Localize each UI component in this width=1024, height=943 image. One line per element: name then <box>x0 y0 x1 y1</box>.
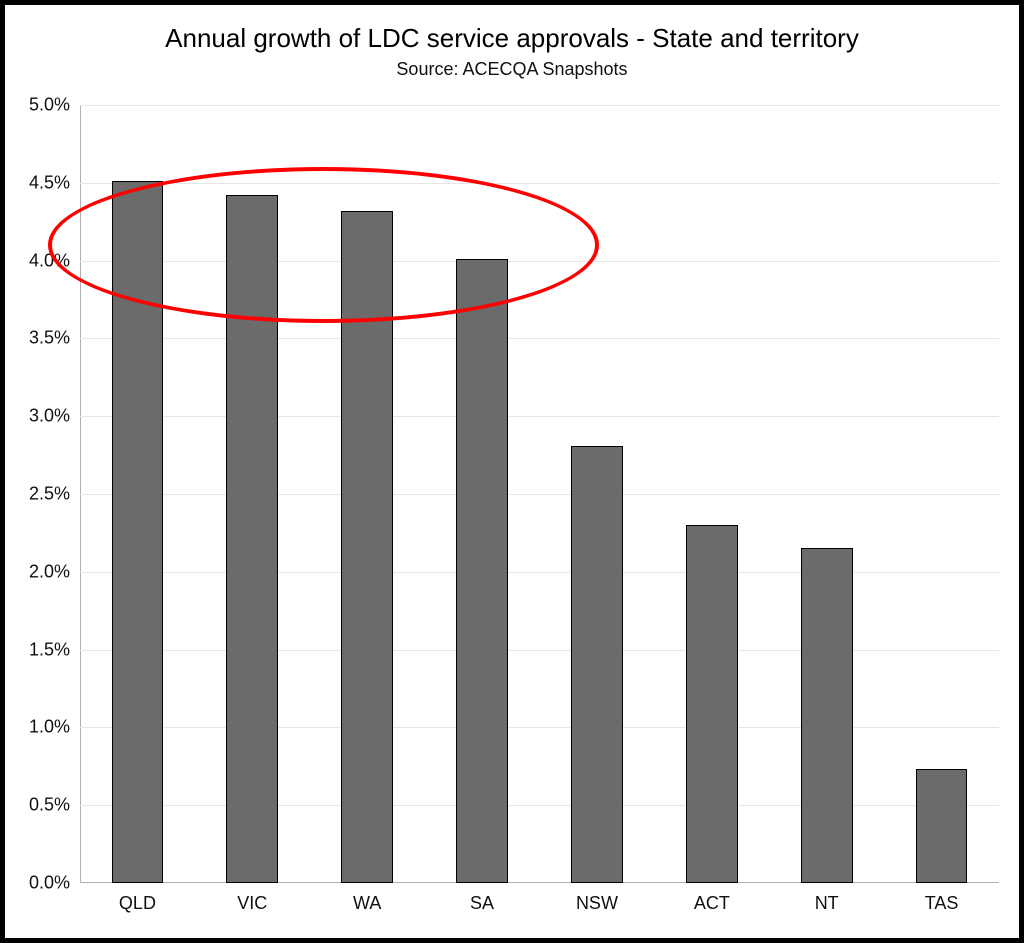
gridline <box>80 650 999 651</box>
gridline <box>80 805 999 806</box>
y-tick-label: 3.5% <box>10 328 70 349</box>
x-tick-label: QLD <box>119 893 156 914</box>
x-tick-label: SA <box>470 893 494 914</box>
x-tick-label: NT <box>815 893 839 914</box>
chart-subtitle: Source: ACECQA Snapshots <box>5 59 1019 80</box>
bar-nsw <box>571 446 623 883</box>
gridline <box>80 727 999 728</box>
x-tick-label: VIC <box>237 893 267 914</box>
gridline <box>80 494 999 495</box>
x-tick-label: NSW <box>576 893 618 914</box>
chart-frame: Annual growth of LDC service approvals -… <box>0 0 1024 943</box>
bar-sa <box>456 259 508 883</box>
y-tick-label: 1.0% <box>10 717 70 738</box>
y-tick-label: 4.5% <box>10 172 70 193</box>
annotation-ellipse <box>48 167 599 323</box>
bar-act <box>686 525 738 883</box>
plot-area: 0.0%0.5%1.0%1.5%2.0%2.5%3.0%3.5%4.0%4.5%… <box>80 105 999 883</box>
bar-nt <box>801 548 853 883</box>
chart-title: Annual growth of LDC service approvals -… <box>5 23 1019 54</box>
y-tick-label: 0.0% <box>10 873 70 894</box>
gridline <box>80 416 999 417</box>
y-tick-label: 1.5% <box>10 639 70 660</box>
gridline <box>80 572 999 573</box>
x-tick-label: WA <box>353 893 381 914</box>
x-tick-label: TAS <box>925 893 959 914</box>
bar-tas <box>916 769 968 883</box>
gridline <box>80 338 999 339</box>
y-tick-label: 0.5% <box>10 795 70 816</box>
x-tick-label: ACT <box>694 893 730 914</box>
y-tick-label: 5.0% <box>10 95 70 116</box>
y-tick-label: 2.5% <box>10 484 70 505</box>
y-tick-label: 3.0% <box>10 406 70 427</box>
gridline <box>80 105 999 106</box>
y-tick-label: 2.0% <box>10 561 70 582</box>
x-axis-line <box>80 882 999 883</box>
